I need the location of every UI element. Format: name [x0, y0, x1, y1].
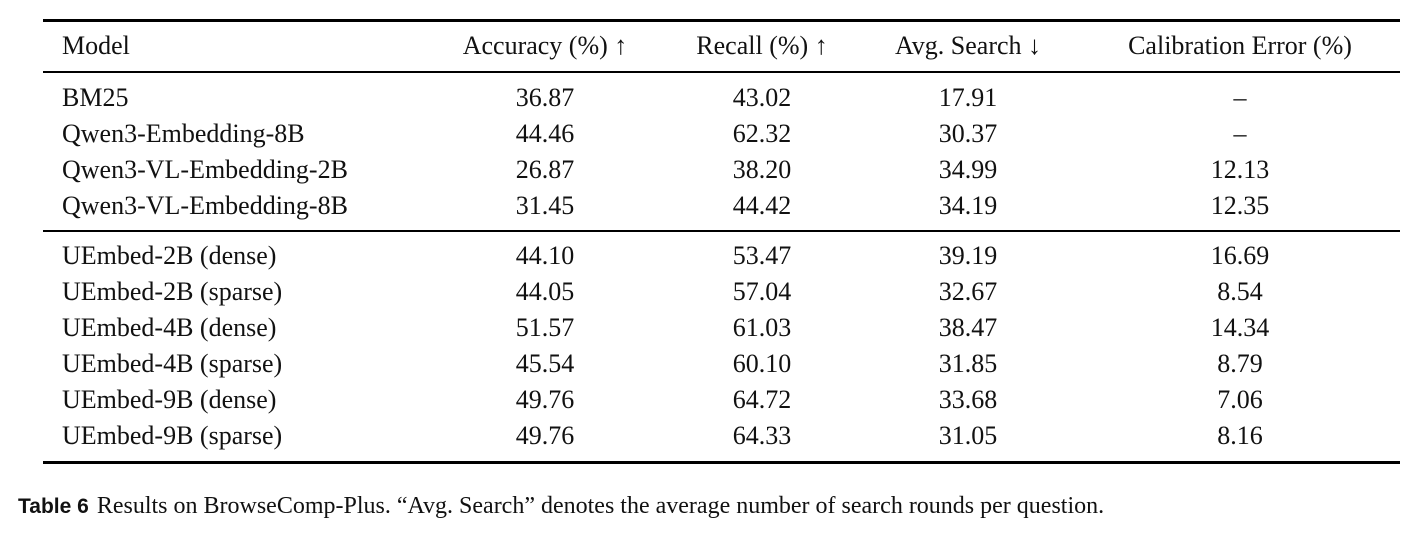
- value-cell: 61.03: [732, 313, 792, 342]
- value-cell: 44.42: [732, 191, 792, 220]
- value-cell: 8.79: [1217, 349, 1263, 378]
- header-cell: Calibration Error (%): [1128, 31, 1352, 60]
- value-cell: 8.54: [1217, 277, 1263, 306]
- value-cell: 49.76: [515, 385, 575, 414]
- model-cell: UEmbed-4B (dense): [62, 313, 277, 342]
- value-cell: 12.35: [1210, 191, 1270, 220]
- value-cell: 8.16: [1217, 421, 1263, 450]
- value-cell: 49.76: [515, 421, 575, 450]
- header-cell: Recall (%) ↑: [696, 31, 828, 60]
- value-cell: 57.04: [732, 277, 792, 306]
- group-rule: [43, 230, 1400, 232]
- header-rule: [43, 71, 1400, 73]
- caption-text: Results on BrowseComp-Plus. “Avg. Search…: [96, 493, 1105, 519]
- value-cell: 45.54: [515, 349, 575, 378]
- value-cell: 7.06: [1217, 385, 1263, 414]
- bottom-rule: [43, 461, 1400, 464]
- value-cell: 14.34: [1210, 313, 1270, 342]
- value-cell: 34.99: [938, 155, 998, 184]
- value-cell: 17.91: [938, 83, 998, 112]
- model-cell: UEmbed-2B (sparse): [62, 277, 283, 306]
- value-cell: 33.68: [938, 385, 998, 414]
- model-cell: UEmbed-4B (sparse): [62, 349, 283, 378]
- model-cell: Qwen3-VL-Embedding-2B: [62, 155, 348, 184]
- model-cell: UEmbed-9B (dense): [62, 385, 277, 414]
- model-cell: UEmbed-2B (dense): [62, 241, 277, 270]
- value-cell: 16.69: [1210, 241, 1270, 270]
- value-cell: –: [1233, 83, 1247, 112]
- caption-label: Table 6: [18, 495, 89, 518]
- value-cell: 31.85: [938, 349, 998, 378]
- value-cell: 64.72: [732, 385, 792, 414]
- value-cell: 60.10: [732, 349, 792, 378]
- value-cell: 51.57: [515, 313, 575, 342]
- value-cell: 62.32: [732, 119, 792, 148]
- header-cell: Accuracy (%) ↑: [462, 31, 628, 60]
- value-cell: 30.37: [938, 119, 998, 148]
- model-cell: Qwen3-VL-Embedding-8B: [62, 191, 348, 220]
- value-cell: 44.05: [515, 277, 575, 306]
- value-cell: 64.33: [732, 421, 792, 450]
- value-cell: 53.47: [732, 241, 792, 270]
- model-cell: UEmbed-9B (sparse): [62, 421, 283, 450]
- value-cell: 32.67: [938, 277, 998, 306]
- header-cell: Model: [62, 31, 130, 60]
- value-cell: 38.20: [732, 155, 792, 184]
- top-rule: [43, 19, 1400, 22]
- model-cell: Qwen3-Embedding-8B: [62, 119, 305, 148]
- value-cell: 38.47: [938, 313, 998, 342]
- caption: Table 6 Results on BrowseComp-Plus. “Avg.…: [18, 493, 1104, 520]
- value-cell: 31.45: [515, 191, 575, 220]
- value-cell: –: [1233, 119, 1247, 148]
- value-cell: 12.13: [1210, 155, 1270, 184]
- value-cell: 31.05: [938, 421, 998, 450]
- value-cell: 44.10: [515, 241, 575, 270]
- header-cell: Avg. Search ↓: [894, 31, 1042, 60]
- model-cell: BM25: [62, 83, 129, 112]
- value-cell: 36.87: [515, 83, 575, 112]
- value-cell: 34.19: [938, 191, 998, 220]
- value-cell: 26.87: [515, 155, 575, 184]
- value-cell: 39.19: [938, 241, 998, 270]
- value-cell: 44.46: [515, 119, 575, 148]
- value-cell: 43.02: [732, 83, 792, 112]
